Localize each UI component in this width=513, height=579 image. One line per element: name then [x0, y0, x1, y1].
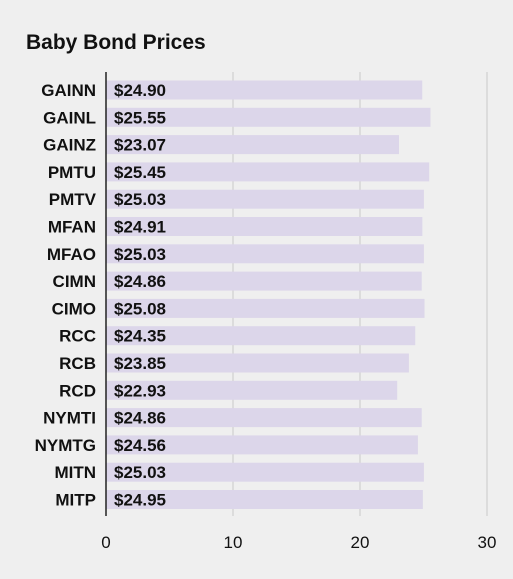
category-label-nymti: NYMTI	[43, 409, 96, 428]
category-label-rcc: RCC	[59, 327, 96, 346]
category-label-gainl: GAINL	[43, 108, 96, 127]
x-tick-label-10: 10	[224, 533, 243, 552]
data-label-mfao: $25.03	[114, 245, 166, 264]
bars	[106, 80, 431, 509]
bar-nymtg	[106, 435, 418, 455]
bar-rcd	[106, 380, 398, 400]
category-label-pmtu: PMTU	[48, 163, 96, 182]
bar-mfao	[106, 244, 424, 264]
x-tick-label-20: 20	[351, 533, 370, 552]
bar-cimn	[106, 271, 422, 291]
data-label-gainn: $24.90	[114, 81, 166, 100]
bar-nymti	[106, 408, 422, 428]
category-label-gainz: GAINZ	[43, 136, 96, 155]
bar-gainn	[106, 80, 423, 100]
data-label-mfan: $24.91	[114, 218, 166, 237]
bar-pmtv	[106, 189, 424, 209]
data-label-mitn: $25.03	[114, 463, 166, 482]
data-label-nymti: $24.86	[114, 409, 166, 428]
category-label-pmtv: PMTV	[49, 190, 97, 209]
x-tick-label-0: 0	[101, 533, 110, 552]
bar-mitp	[106, 490, 423, 509]
data-label-rcb: $23.85	[114, 354, 166, 373]
data-label-cimn: $24.86	[114, 272, 166, 291]
category-label-mitp: MITP	[55, 491, 96, 510]
chart-title: Baby Bond Prices	[26, 31, 206, 54]
bar-mfan	[106, 217, 423, 236]
bar-rcb	[106, 353, 409, 373]
data-label-rcc: $24.35	[114, 327, 166, 346]
category-label-mfao: MFAO	[47, 245, 96, 264]
data-label-gainl: $25.55	[114, 108, 166, 127]
category-label-mitn: MITN	[54, 463, 96, 482]
data-label-nymtg: $24.56	[114, 436, 166, 455]
category-label-rcb: RCB	[59, 354, 96, 373]
category-label-nymtg: NYMTG	[35, 436, 96, 455]
data-label-rcd: $22.93	[114, 381, 166, 400]
bar-pmtu	[106, 162, 430, 182]
bar-gainz	[106, 135, 399, 155]
bar-rcc	[106, 326, 416, 346]
data-label-pmtu: $25.45	[114, 163, 166, 182]
bar-cimo	[106, 298, 425, 318]
data-label-mitp: $24.95	[114, 491, 166, 510]
data-label-gainz: $23.07	[114, 136, 166, 155]
labels: GAINN GAINL GAINZ PMTU PMTV MFAN MFAO CIMN CIMO R…	[35, 81, 497, 552]
data-label-cimo: $25.08	[114, 299, 166, 318]
category-label-cimo: CIMO	[52, 299, 96, 318]
category-label-mfan: MFAN	[48, 218, 96, 237]
data-label-pmtv: $25.03	[114, 190, 166, 209]
category-label-gainn: GAINN	[41, 81, 96, 100]
category-label-cimn: CIMN	[53, 272, 96, 291]
bar-mitn	[106, 462, 424, 482]
category-label-rcd: RCD	[59, 381, 96, 400]
x-tick-label-30: 30	[478, 533, 497, 552]
bar-gainl	[106, 107, 431, 127]
